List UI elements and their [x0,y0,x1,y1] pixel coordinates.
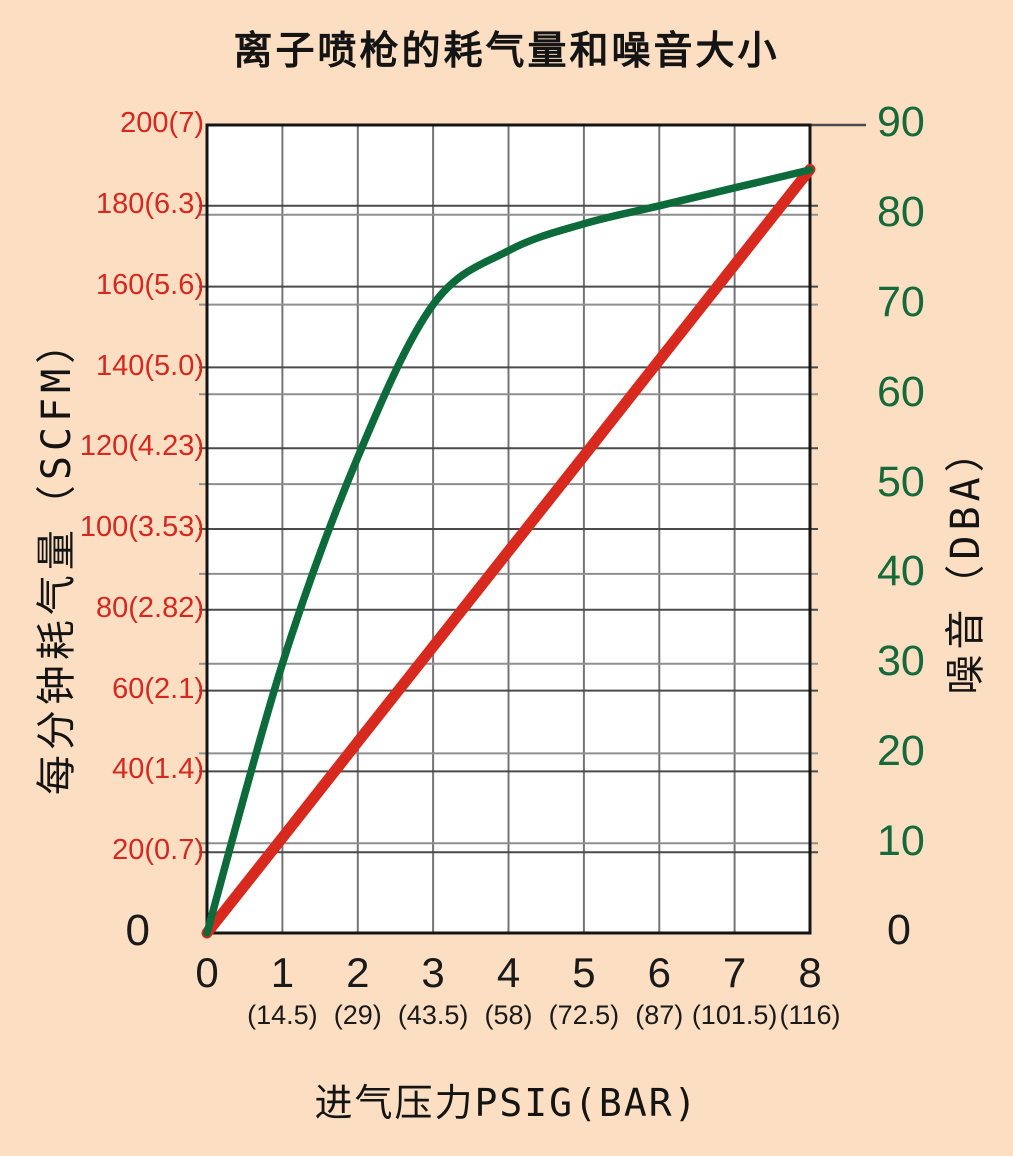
x-axis-sub-tick-label: (101.5) [691,1000,778,1030]
x-axis-sub-tick-label: (116) [779,1000,841,1030]
x-axis-tick-label: 3 [421,949,445,996]
right-axis-tick-label: 30 [877,637,925,685]
left-axis-tick-label: 80(2.82) [95,591,204,624]
left-axis-tick-label: 60(2.1) [112,672,204,705]
right-axis-tick-label: 20 [877,726,925,775]
x-axis-sub-tick-label: (72.5) [548,1000,620,1030]
right-axis-title: 噪音（DBA） [943,427,989,695]
left-axis-tick-label: 160(5.6) [95,268,204,301]
x-axis-sub-tick-label: (87) [635,1000,684,1030]
series-noise_dba [203,166,814,937]
right-axis-tick-label: 0 [887,906,911,955]
left-axis-tick-label: 200(7) [120,107,204,140]
left-axis-tick-label: 40(1.4) [112,753,204,786]
x-axis-title: 进气压力PSIG(BAR) [314,1081,699,1125]
x-axis-sub-tick-label: (43.5) [397,1000,469,1030]
x-axis-sub-tick-label: (29) [333,1000,382,1030]
x-axis-sub-tick-label: (58) [484,1000,533,1030]
plot-border [205,123,812,935]
x-axis-sub-tick-label: (14.5) [247,1000,318,1030]
left-axis-tick-label: 100(3.53) [79,511,204,544]
right-axis-tick-label: 60 [877,367,925,416]
left-axis-title: 每分钟耗气量（SCFM） [34,318,80,796]
x-axis-tick-label: 8 [798,949,822,996]
x-axis-tick-label: 6 [647,949,671,996]
x-axis-tick-label: 1 [270,949,295,996]
right-axis-tick-label: 40 [877,547,925,596]
right-axis-tick-label: 70 [877,277,925,326]
x-axis-tick-label: 4 [496,949,521,996]
x-axis-tick-label: 5 [572,949,596,996]
left-axis-tick-label: 140(5.0) [95,349,204,382]
x-axis-tick-label: 2 [346,949,370,996]
left-axis-tick-label: 20(0.7) [112,834,204,867]
right-axis-tick-label: 10 [877,816,925,865]
x-axis-tick-label: 7 [722,949,747,996]
left-axis-tick-label: 0 [125,905,150,955]
series-air_consumption_scfm [201,163,816,939]
right-axis-tick-label: 50 [877,457,925,506]
left-axis-tick-label: 180(6.3) [95,187,204,220]
right-axis-tick-label: 90 [877,98,925,147]
right-axis-tick-label: 80 [877,188,925,237]
chart-title: 离子喷枪的耗气量和噪音大小 [233,28,780,74]
x-axis-tick-label: 0 [195,949,219,996]
left-axis-tick-label: 120(4.23) [79,430,204,463]
